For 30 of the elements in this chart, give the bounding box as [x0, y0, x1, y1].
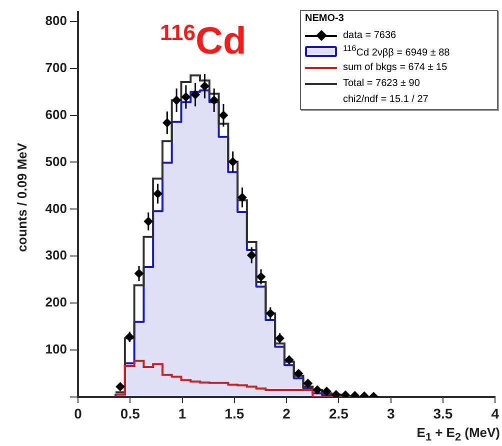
- y-tick-label: 200: [45, 294, 67, 310]
- point: [322, 386, 332, 396]
- y-tick-label: 100: [45, 342, 67, 357]
- x-tick-label: 1: [178, 405, 186, 422]
- x-axis-title: E$_{1}$ + E$_{2}$ (MeV): [416, 425, 500, 444]
- legend-label: Total = 7623 ± 90: [343, 78, 420, 88]
- x-tick-label: 0.5: [120, 405, 140, 422]
- y-tick-label: 800: [45, 12, 67, 28]
- y-tick-label: 400: [45, 200, 67, 216]
- y-tick-label: 300: [45, 248, 67, 263]
- x-tick-label: 4: [491, 405, 500, 422]
- y-tick-label: 500: [45, 154, 67, 169]
- text: data = 7636: [343, 30, 396, 40]
- legend-title: NEMO-3: [305, 13, 345, 26]
- y-axis-title: counts / 0.09 MeV: [14, 142, 30, 254]
- y-tick-label: 600: [45, 106, 67, 122]
- annotation: chi2/ndf = 15.1 / 27: [343, 94, 428, 104]
- legend-label: sum of bkgs = 674 ± 15: [343, 62, 448, 72]
- chart-title: $^{116}$Cd: [160, 20, 246, 64]
- x-tick-label: 3: [386, 405, 395, 422]
- y-tick-label: 700: [45, 60, 67, 75]
- x-tick-label: 3.5: [433, 405, 453, 422]
- point: [116, 382, 125, 392]
- x-tick-label: 0: [74, 405, 82, 422]
- x-tick-label: 2: [282, 405, 291, 422]
- point: [303, 378, 312, 388]
- legend-label: $^{116}$Cd 2νββ = 6949 ± 88: [343, 43, 450, 59]
- x-tick-label: 2.5: [328, 405, 349, 422]
- x-tick-label: 1.5: [224, 405, 244, 422]
- point: [332, 390, 341, 397]
